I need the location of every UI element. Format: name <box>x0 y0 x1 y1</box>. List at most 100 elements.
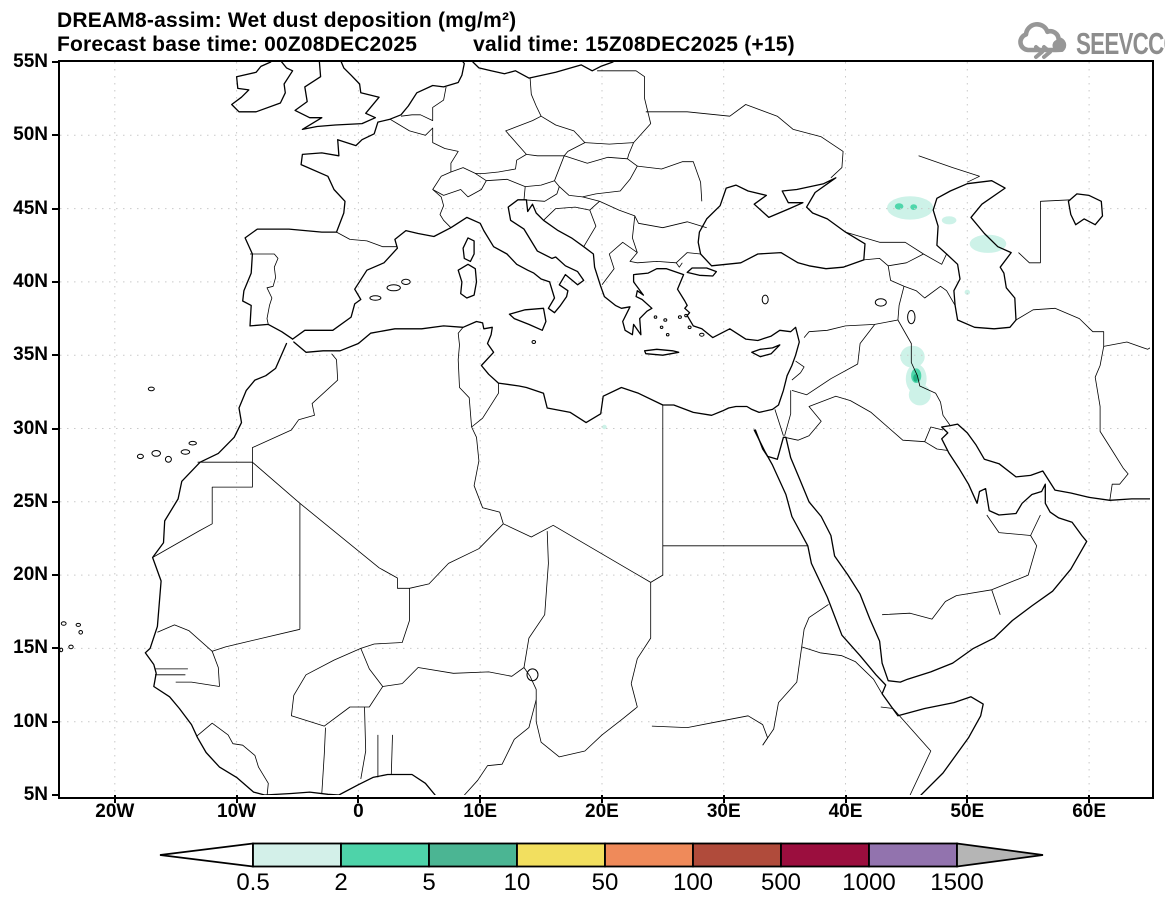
coastline-path <box>291 199 800 424</box>
coastline-path <box>508 307 547 331</box>
border-path <box>1015 307 1129 501</box>
island-shape <box>659 325 664 329</box>
lat-tick-label: 35N <box>13 344 48 366</box>
border-path <box>651 715 768 746</box>
lat-tick <box>52 354 60 357</box>
deposition-patch-light <box>964 289 970 295</box>
border-path <box>924 426 944 442</box>
coastline-path <box>697 177 866 270</box>
lon-tick-label: 0 <box>353 801 364 822</box>
lon-tick <box>357 795 360 803</box>
lon-tick <box>479 795 482 803</box>
island-shape <box>531 340 537 344</box>
lon-tick-label: 20E <box>585 801 619 822</box>
colorbar-left-arrow <box>159 842 254 868</box>
border-path <box>463 699 537 795</box>
border-path <box>986 514 1038 591</box>
island-shape <box>164 455 172 463</box>
lon-tick <box>722 795 725 803</box>
colorbar-value-label: 100 <box>673 869 713 896</box>
coastline-path <box>462 237 475 263</box>
deposition-patch-dark <box>913 374 918 382</box>
border-path <box>471 426 504 524</box>
border-path <box>475 154 527 174</box>
border-path <box>523 186 560 202</box>
colorbar-value-label: 0.5 <box>236 869 269 896</box>
border-path <box>360 706 367 779</box>
border-path <box>505 115 586 157</box>
border-path <box>880 706 932 795</box>
border-path <box>291 648 384 727</box>
colorbar-segment <box>780 842 870 868</box>
lat-tick <box>52 207 60 210</box>
island-shape <box>60 647 64 653</box>
border-path <box>336 231 398 248</box>
coastline-path <box>457 263 478 299</box>
border-path <box>535 683 638 758</box>
lat-tick <box>52 647 60 650</box>
lat-tick <box>52 134 60 137</box>
lake-shape <box>874 298 887 307</box>
lat-tick-label: 25N <box>13 490 48 512</box>
border-path <box>252 461 301 630</box>
island-shape <box>684 313 688 318</box>
colorbar-value-label: 1000 <box>842 869 895 896</box>
island-shape <box>180 449 191 455</box>
lat-tick <box>52 794 60 796</box>
lat-tick <box>52 427 60 430</box>
border-path <box>629 215 701 264</box>
border-path <box>991 589 1001 615</box>
border-path <box>250 253 279 325</box>
island-shape <box>188 440 197 446</box>
border-path <box>637 161 703 202</box>
border-path <box>601 241 638 286</box>
border-path <box>791 360 805 381</box>
colorbar-value-label: 10 <box>504 869 531 896</box>
border-path <box>152 462 253 558</box>
grid-path <box>60 62 1150 795</box>
border-path <box>791 324 876 396</box>
border-path <box>897 286 905 321</box>
coastline-path <box>294 62 380 131</box>
border-path <box>554 155 638 198</box>
border-path <box>321 727 326 794</box>
coastline-path <box>754 423 1150 683</box>
logo-text: SEEVCCC <box>1076 25 1165 61</box>
coastlines <box>144 62 1150 795</box>
lake-shape <box>526 668 539 682</box>
border-path <box>1030 514 1041 536</box>
island-shape <box>677 315 682 319</box>
chart-title: DREAM8-assim: Wet dust deposition (mg/m²… <box>57 9 517 32</box>
border-path <box>360 588 410 687</box>
island-shape <box>78 630 84 635</box>
border-path <box>400 86 447 121</box>
border-path <box>503 523 651 583</box>
lat-tick-label: 10N <box>13 710 48 732</box>
lat-tick-label: 55N <box>13 51 48 72</box>
lake-shape <box>761 294 769 305</box>
island-shape <box>151 450 161 457</box>
colorbar-value-label: 50 <box>592 869 619 896</box>
deposition-patch-mid <box>910 204 918 211</box>
border-path <box>432 171 452 228</box>
border-path <box>523 531 549 668</box>
lat-tick-label: 30N <box>13 417 48 439</box>
border-path <box>1018 201 1041 264</box>
islands-and-lakes <box>60 278 916 682</box>
island-shape <box>369 295 382 301</box>
coastline-path <box>686 267 718 277</box>
lat-tick-label: 40N <box>13 270 48 292</box>
lon-tick-label: 30E <box>706 801 741 822</box>
lon-tick-label: 60E <box>1072 801 1106 822</box>
lat-tick <box>52 61 60 63</box>
border-path <box>803 319 898 338</box>
border-path <box>175 681 220 687</box>
island-shape <box>75 622 81 627</box>
border-path <box>299 502 504 589</box>
border-path <box>887 265 956 306</box>
border-path <box>762 604 829 746</box>
island-shape <box>687 325 692 330</box>
coastline-path <box>144 342 436 795</box>
border-path <box>211 628 300 687</box>
